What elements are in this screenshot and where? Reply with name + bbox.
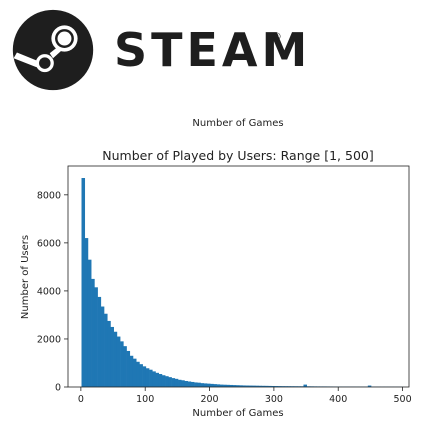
histogram-bar xyxy=(139,364,143,387)
histogram-bar xyxy=(261,385,266,387)
histogram-bar xyxy=(142,366,147,387)
chart-title: Number of Played by Users: Range [1, 500… xyxy=(102,148,373,163)
histogram-bar xyxy=(219,384,224,387)
histogram-bar xyxy=(248,385,253,387)
x-axis-label: Number of Games xyxy=(192,408,283,419)
registered-mark: ® xyxy=(271,30,282,43)
histogram-bar xyxy=(287,386,291,387)
histogram-bar xyxy=(97,296,102,387)
histogram-bar xyxy=(187,381,192,387)
histogram-bar xyxy=(258,385,262,387)
histogram-bar xyxy=(206,383,211,387)
chart-subtitle: Number of Games xyxy=(192,118,283,129)
histogram-bar xyxy=(174,378,179,387)
histogram-bar xyxy=(367,385,372,387)
histogram-bar xyxy=(255,385,259,387)
histogram-bar xyxy=(284,386,288,387)
histogram-bar xyxy=(149,369,153,387)
histogram-bar xyxy=(184,380,188,387)
histogram-bar xyxy=(194,382,198,387)
histogram-bar xyxy=(158,374,163,387)
histogram-bar xyxy=(91,278,95,387)
histogram-bar xyxy=(123,346,127,387)
histogram-bar xyxy=(168,377,172,387)
y-tick-label: 2000 xyxy=(37,334,61,345)
x-tick-label: 0 xyxy=(78,394,84,405)
y-axis-ticks: 0 2000 4000 6000 8000 xyxy=(37,190,68,394)
histogram-bar xyxy=(235,385,240,387)
histogram-bar xyxy=(303,384,307,387)
histogram-bar xyxy=(116,336,121,387)
steam-logo: STEAM ® xyxy=(0,0,440,100)
histogram-bar xyxy=(200,383,205,387)
histogram-bar xyxy=(152,371,156,387)
histogram-bar xyxy=(181,380,185,387)
histogram-bar xyxy=(232,385,237,387)
plot-frame xyxy=(67,165,410,388)
steam-logo-icon xyxy=(12,9,94,91)
histogram-bar xyxy=(171,378,176,387)
histogram-bar xyxy=(197,382,201,387)
histogram-bar xyxy=(264,385,269,387)
histogram-bar xyxy=(107,320,111,387)
y-tick-label: 0 xyxy=(55,383,61,394)
y-tick-label: 6000 xyxy=(37,238,61,249)
histogram-bar xyxy=(136,361,140,387)
histogram-bar xyxy=(268,385,272,387)
histogram-bar xyxy=(213,384,217,387)
histogram-bar xyxy=(277,386,282,387)
chart-canvas: Number of Games Number of Played by User… xyxy=(20,118,412,419)
x-axis-ticks: 0 100 200 300 400 500 xyxy=(78,387,412,405)
histogram-bar xyxy=(132,358,137,387)
histogram-bar xyxy=(245,385,250,387)
x-tick-label: 100 xyxy=(136,394,154,405)
histogram-bar xyxy=(120,341,124,387)
y-axis-label: Number of Users xyxy=(20,235,31,319)
histogram-bar xyxy=(165,376,169,387)
histogram-bar xyxy=(239,385,243,387)
histogram-bar xyxy=(242,385,246,387)
histogram-bar xyxy=(129,355,134,387)
histogram-bar xyxy=(210,383,214,387)
histogram-bar xyxy=(223,384,227,387)
histogram-bar xyxy=(229,384,234,387)
histogram-bar xyxy=(252,385,256,387)
histogram-bar xyxy=(274,386,279,387)
steam-wordmark: STEAM xyxy=(114,23,312,77)
histogram-bar xyxy=(94,287,98,387)
x-tick-label: 400 xyxy=(329,394,347,405)
histogram-bar xyxy=(226,384,230,387)
histogram-bar xyxy=(178,379,182,387)
histogram-bar xyxy=(145,368,150,387)
histogram-bar xyxy=(81,178,86,387)
histogram-bar xyxy=(216,384,221,387)
histogram-bar xyxy=(113,331,118,387)
histogram-bar xyxy=(161,375,166,387)
y-tick-label: 4000 xyxy=(37,286,61,297)
histogram-bar xyxy=(110,326,114,387)
y-tick-label: 8000 xyxy=(37,190,61,201)
histogram-bar xyxy=(271,385,275,387)
histogram-bars xyxy=(81,178,404,387)
x-tick-label: 300 xyxy=(265,394,283,405)
x-tick-label: 500 xyxy=(393,394,411,405)
histogram-chart: Number of Games Number of Played by User… xyxy=(0,100,440,440)
histogram-bar xyxy=(155,372,160,387)
histogram-bar xyxy=(104,313,108,387)
histogram-bar xyxy=(203,383,208,387)
histogram-bar xyxy=(87,259,92,387)
histogram-bar xyxy=(100,306,105,387)
histogram-bar xyxy=(126,350,131,387)
histogram-bar xyxy=(84,238,89,387)
histogram-bar xyxy=(190,381,195,387)
histogram-bar xyxy=(280,386,285,387)
x-tick-label: 200 xyxy=(200,394,218,405)
